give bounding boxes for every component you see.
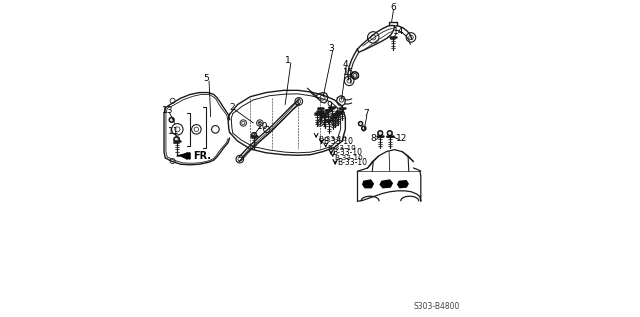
Circle shape (252, 133, 257, 138)
Text: B-33-10: B-33-10 (337, 158, 367, 167)
Polygon shape (177, 153, 190, 159)
Text: 14: 14 (393, 27, 404, 36)
Text: S303-B4800: S303-B4800 (413, 302, 460, 311)
Text: 7: 7 (363, 109, 369, 118)
Text: B-33-10: B-33-10 (323, 137, 353, 146)
Circle shape (174, 137, 180, 142)
Text: 12: 12 (396, 134, 408, 143)
Circle shape (169, 117, 174, 122)
Polygon shape (363, 180, 373, 188)
Text: 3: 3 (328, 44, 334, 53)
Text: 13: 13 (161, 106, 173, 115)
Text: 9: 9 (326, 101, 332, 110)
Polygon shape (380, 180, 392, 188)
Text: 6: 6 (390, 3, 396, 12)
Text: 11: 11 (168, 127, 179, 136)
Text: 5: 5 (203, 74, 209, 83)
Text: B-33-10: B-33-10 (328, 146, 356, 151)
Text: 8: 8 (371, 134, 376, 143)
Circle shape (378, 131, 383, 136)
Text: 10: 10 (257, 122, 268, 131)
Circle shape (362, 126, 366, 131)
Text: 2: 2 (229, 103, 235, 112)
Text: 4: 4 (342, 60, 348, 68)
Circle shape (351, 72, 358, 79)
Polygon shape (397, 181, 408, 188)
Text: B-33-10: B-33-10 (333, 148, 363, 157)
Text: FR.: FR. (193, 151, 211, 161)
Text: B-33-10: B-33-10 (318, 137, 347, 142)
Text: 1: 1 (285, 56, 291, 65)
Circle shape (358, 121, 363, 126)
Text: 15: 15 (343, 68, 355, 77)
Circle shape (387, 131, 392, 136)
Text: B-33-10: B-33-10 (335, 155, 364, 161)
